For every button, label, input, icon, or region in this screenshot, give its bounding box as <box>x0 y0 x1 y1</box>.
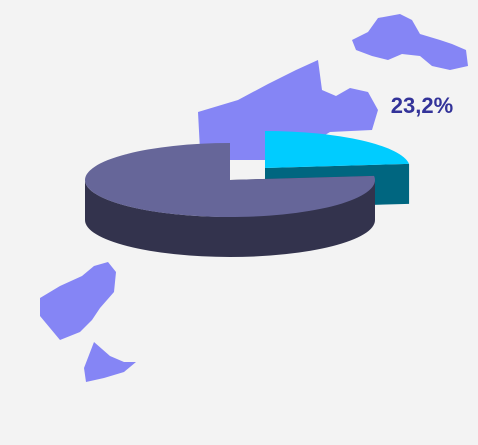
map-shape <box>198 60 378 160</box>
slice <box>85 143 376 218</box>
map-shape <box>352 14 468 70</box>
slice <box>265 131 410 168</box>
map-shapes <box>40 14 468 382</box>
map-shape <box>84 342 136 382</box>
slice-side <box>85 180 375 257</box>
data-label: 23,2% <box>391 93 453 118</box>
map-shape <box>40 262 116 340</box>
